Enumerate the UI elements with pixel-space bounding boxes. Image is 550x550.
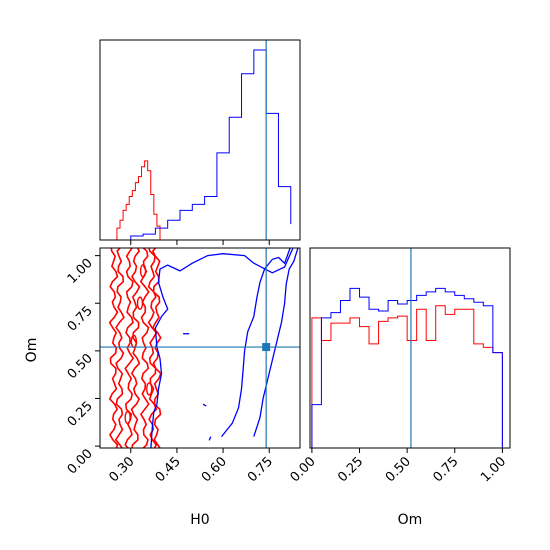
red-contour-island-3: [124, 410, 131, 425]
om-marginal-panel: 0.00 0.25 0.50 0.75 1.00: [288, 247, 511, 485]
x-axis-label-h0: H0: [190, 512, 209, 528]
truth-point-marker: [262, 343, 271, 352]
om-histograms: [311, 287, 503, 448]
h0-tick-label-1: 0.45: [153, 454, 184, 485]
om-tick-label-y-2: 0.50: [65, 351, 96, 382]
om-tick-label-x-2: 0.50: [383, 454, 414, 485]
red-contour-5: [147, 248, 158, 448]
blue-contour-inner-left: [220, 248, 291, 438]
red-contour-island-2: [146, 382, 153, 396]
h0-histograms: [116, 49, 292, 240]
h0-histogram-series_b: [130, 49, 292, 240]
red-contour-3: [130, 248, 141, 448]
h0-histogram-series_a: [116, 160, 161, 240]
om-tick-label-x-1: 0.25: [335, 454, 366, 485]
om-tick-label-y-1: 0.25: [65, 399, 96, 430]
h0-om-contour-panel: 0.30 0.45 0.60 0.75 0.00 0.25 0.50 0.75 1.00: [65, 247, 301, 485]
om-tick-label-x-4: 1.00: [478, 454, 509, 485]
blue-contour-fragment-2: [208, 436, 212, 441]
h0-om-ticks: 0.30 0.45 0.60 0.75 0.00 0.25 0.50 0.75 1.00: [65, 255, 276, 485]
x-axis-label-om: Om: [398, 512, 423, 528]
om-tick-label-y-4: 1.00: [65, 256, 96, 287]
h0-marginal-ticks: [130, 240, 270, 245]
red-contour-island-0: [136, 296, 144, 310]
h0-tick-label-3: 0.75: [245, 454, 276, 485]
red-contour-1: [114, 248, 125, 448]
h0-tick-label-2: 0.60: [199, 454, 230, 485]
om-tick-label-y-3: 0.75: [65, 303, 96, 334]
red-contour-0: [108, 248, 119, 448]
om-histogram-series_a: [311, 305, 503, 448]
red-contour-2: [124, 248, 135, 448]
om-tick-label-x-0: 0.00: [288, 454, 319, 485]
blue-contour-fragment-1: [202, 403, 207, 407]
om-tick-label-x-3: 0.75: [431, 454, 462, 485]
red-contour-4: [139, 248, 150, 448]
h0-marginal-panel: [99, 39, 301, 245]
om-histogram-series_b: [311, 287, 503, 448]
blue-contour-outer: [150, 248, 294, 448]
h0-om-contours: [108, 248, 299, 448]
h0-om-contour-frame: [99, 247, 301, 449]
h0-tick-label-0: 0.30: [107, 454, 138, 485]
y-axis-label-om: Om: [24, 338, 40, 363]
om-tick-label-y-0: 0.00: [65, 446, 96, 477]
om-marginal-ticks: 0.00 0.25 0.50 0.75 1.00: [288, 448, 509, 485]
om-marginal-frame: [309, 247, 511, 449]
blue-contour-inner-right: [253, 248, 299, 437]
h0-marginal-frame: [99, 39, 301, 241]
red-contour-island-4: [139, 264, 147, 278]
